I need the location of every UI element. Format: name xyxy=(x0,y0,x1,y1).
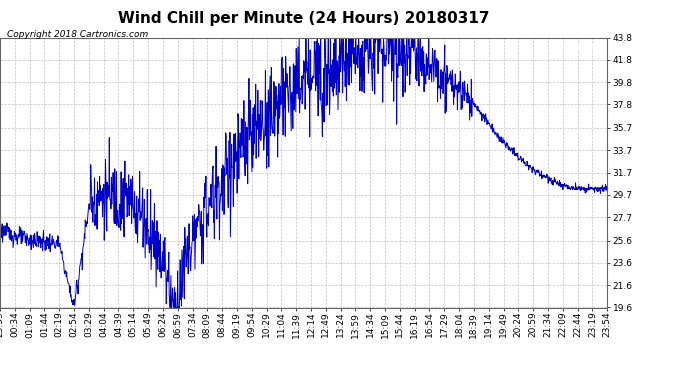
Text: Wind Chill per Minute (24 Hours) 20180317: Wind Chill per Minute (24 Hours) 2018031… xyxy=(118,11,489,26)
Text: Temperature  (°F): Temperature (°F) xyxy=(535,42,627,52)
Text: Copyright 2018 Cartronics.com: Copyright 2018 Cartronics.com xyxy=(7,30,148,39)
